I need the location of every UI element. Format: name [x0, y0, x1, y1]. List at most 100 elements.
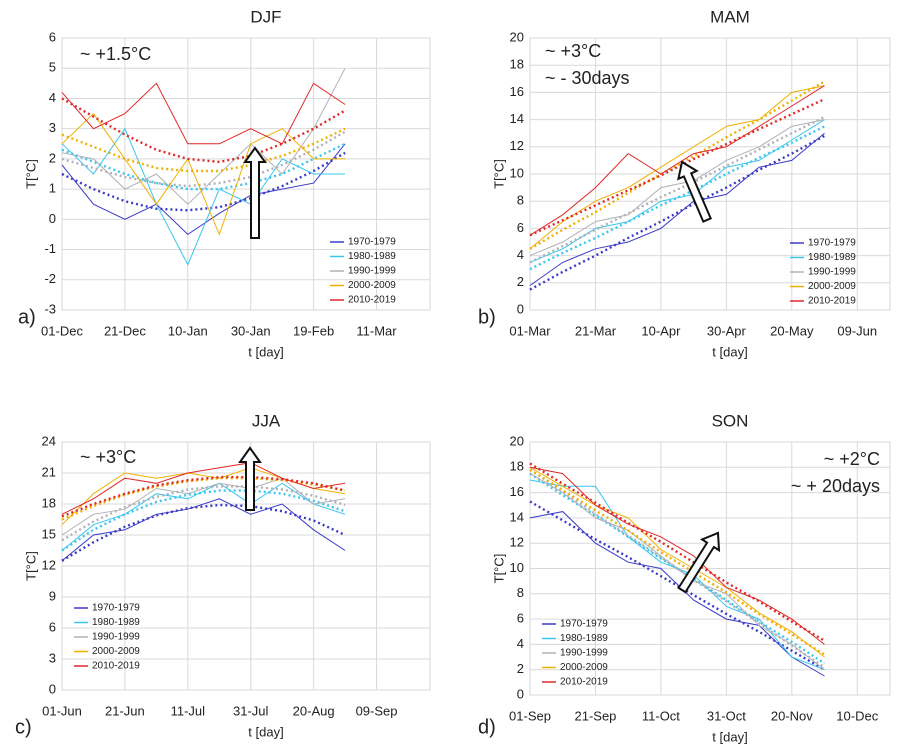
legend-label: 2010-2019	[92, 661, 140, 672]
x-tick-label: 20-Nov	[771, 708, 813, 723]
legend-label: 2000-2009	[560, 662, 608, 673]
y-tick-label: 4	[517, 636, 524, 651]
y-tick-label: 20	[510, 433, 524, 448]
x-axis-title: t [day]	[712, 729, 747, 744]
y-axis-title: T[°C]	[23, 159, 38, 189]
y-tick-label: 15	[42, 526, 56, 541]
legend-label: 1970-1979	[348, 237, 396, 248]
x-tick-label: 11-Mar	[356, 323, 397, 338]
arrow	[677, 160, 713, 223]
y-tick-label: 10	[510, 165, 524, 180]
trend-line	[61, 151, 346, 212]
x-tick-label: 21-Dec	[104, 323, 146, 338]
y-tick-label: 14	[510, 509, 524, 524]
x-tick-label: 09-Sep	[356, 703, 398, 718]
legend-label: 2000-2009	[808, 281, 856, 292]
panel-label: b)	[478, 306, 496, 328]
legend-label: 1980-1989	[808, 252, 856, 263]
x-tick-label: 20-Aug	[293, 703, 335, 718]
y-tick-label: 24	[42, 433, 56, 448]
y-tick-label: 18	[510, 459, 524, 474]
y-tick-label: 20	[510, 29, 524, 44]
legend-label: 1970-1979	[92, 603, 140, 614]
x-tick-label: 31-Oct	[707, 708, 746, 723]
data-line	[61, 67, 346, 205]
y-tick-label: 18	[510, 57, 524, 72]
data-line	[61, 477, 346, 536]
arrow	[238, 446, 262, 511]
y-axis-title: T[°C]	[491, 159, 506, 189]
annotation: ~ +1.5°C	[80, 44, 151, 64]
trend-line	[61, 97, 346, 164]
trend-line	[529, 500, 826, 671]
y-axis-title: T[°C]	[491, 554, 506, 584]
y-tick-label: 10	[510, 560, 524, 575]
trend-line	[61, 127, 346, 173]
chart-title: JJA	[252, 411, 281, 430]
y-tick-label: 1	[49, 181, 56, 196]
y-tick-label: 16	[510, 484, 524, 499]
y-axis-title: T[°C]	[23, 551, 38, 581]
y-tick-label: 6	[49, 29, 56, 44]
y-tick-label: 12	[42, 557, 56, 572]
x-tick-label: 10-Jan	[168, 323, 208, 338]
trend-line	[529, 468, 826, 669]
y-tick-label: 2	[517, 274, 524, 289]
x-tick-label: 10-Dec	[836, 708, 878, 723]
data-line	[529, 466, 825, 645]
x-tick-label: 20-May	[770, 323, 814, 338]
x-tick-label: 19-Feb	[293, 323, 334, 338]
x-tick-label: 11-Oct	[642, 708, 680, 723]
legend-label: 1980-1989	[560, 633, 608, 644]
annotation: ~ +3°C	[80, 447, 136, 467]
legend-label: 1990-1999	[92, 632, 140, 643]
x-tick-label: 01-Mar	[509, 323, 551, 338]
trend-line	[61, 489, 346, 552]
y-tick-label: 0	[49, 211, 56, 226]
y-tick-label: 2	[517, 661, 524, 676]
x-tick-label: 01-Sep	[509, 708, 551, 723]
y-tick-label: 12	[510, 138, 524, 153]
y-tick-label: 4	[517, 247, 524, 262]
arrow	[677, 531, 721, 594]
data-line	[61, 482, 346, 551]
x-tick-label: 01-Jun	[42, 703, 82, 718]
data-line	[61, 112, 346, 236]
y-tick-label: 9	[49, 588, 56, 603]
data-line	[529, 85, 825, 250]
data-line	[529, 119, 825, 263]
y-tick-label: 3	[49, 650, 56, 665]
legend-label: 1990-1999	[348, 266, 396, 277]
legend-label: 1970-1979	[560, 619, 608, 630]
data-line	[529, 511, 825, 677]
data-line	[61, 462, 346, 515]
legend-label: 1990-1999	[560, 648, 608, 659]
x-tick-label: 31-Jul	[233, 703, 269, 718]
data-line	[529, 85, 825, 236]
chart-title: MAM	[710, 7, 750, 26]
x-axis-title: t [day]	[248, 344, 283, 359]
y-tick-label: 2	[49, 150, 56, 165]
data-line	[61, 82, 346, 145]
data-line	[529, 466, 825, 658]
legend-label: 2000-2009	[92, 646, 140, 657]
annotation: ~ +2°C	[824, 449, 880, 469]
panel-label: d)	[478, 716, 496, 738]
chart-title: SON	[712, 411, 749, 430]
x-tick-label: 09-Jun	[837, 323, 877, 338]
y-tick-label: 18	[42, 495, 56, 510]
data-line	[61, 143, 346, 236]
x-tick-label: 21-Mar	[575, 323, 617, 338]
y-tick-label: 12	[510, 535, 524, 550]
data-line	[529, 119, 825, 257]
y-tick-label: 6	[49, 619, 56, 634]
y-tick-label: -3	[44, 301, 56, 316]
trend-line	[529, 80, 826, 250]
x-tick-label: 21-Sep	[574, 708, 616, 723]
y-tick-label: 5	[49, 60, 56, 75]
trend-line	[529, 462, 826, 642]
trend-line	[61, 475, 346, 518]
y-tick-label: 8	[517, 585, 524, 600]
panel-label: a)	[18, 306, 36, 328]
y-tick-label: 8	[517, 193, 524, 208]
